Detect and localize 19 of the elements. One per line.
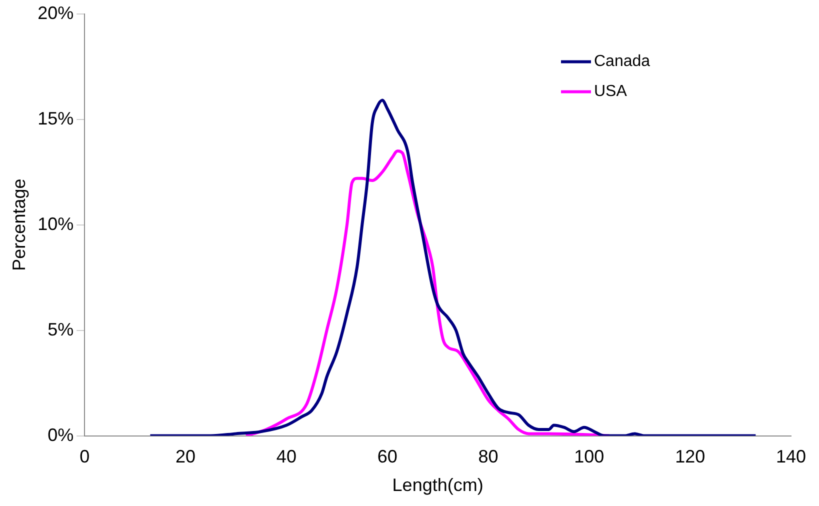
- x-tick-label: 80: [478, 446, 498, 467]
- line-series: [148, 98, 758, 436]
- x-tick-label: 20: [176, 446, 196, 467]
- x-axis-title: Length(cm): [392, 475, 484, 496]
- line-series: [244, 149, 611, 436]
- y-tick-label: 20%: [38, 2, 74, 23]
- y-tick-label: 15%: [38, 108, 74, 128]
- y-tick-label: 5%: [48, 319, 74, 340]
- y-tick-label: 10%: [38, 214, 74, 234]
- x-tick-label: 0: [80, 446, 90, 467]
- x-tick-label: 60: [377, 446, 398, 467]
- x-tick-label: 100: [574, 446, 604, 467]
- x-tick-label: 140: [776, 446, 806, 467]
- y-tick-label: 0%: [48, 424, 74, 445]
- legend-label: USA: [594, 83, 628, 100]
- y-axis-title: Percentage: [8, 178, 29, 271]
- legend-label: Canada: [594, 53, 650, 70]
- x-tick-label: 120: [675, 446, 706, 467]
- x-tick-label: 40: [276, 446, 296, 467]
